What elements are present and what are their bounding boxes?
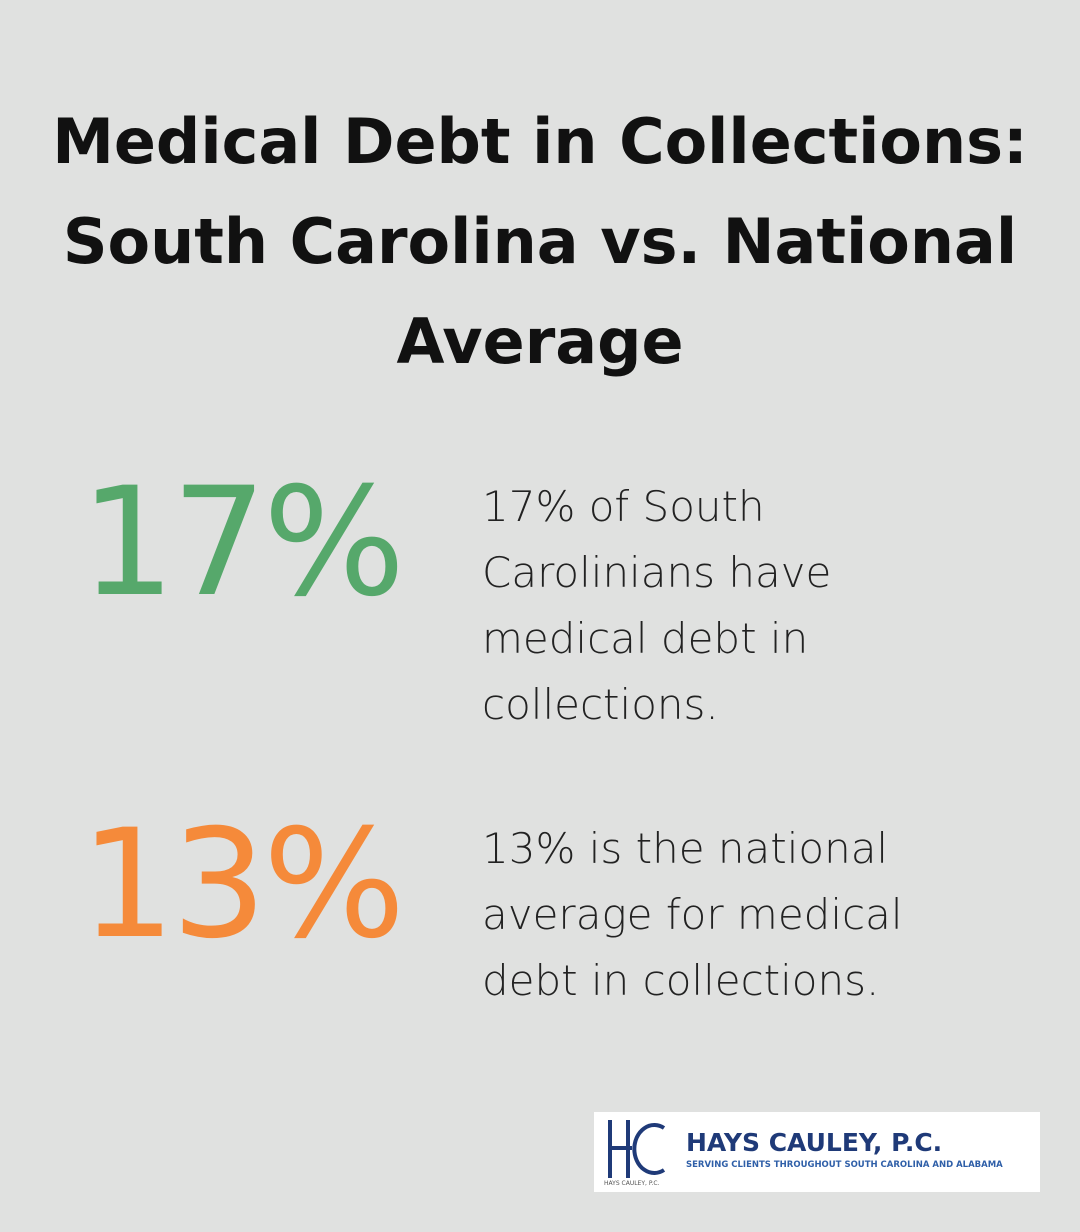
logo-name: HAYS CAULEY, P.C. bbox=[686, 1128, 943, 1157]
stat-description: 17% of South Carolinians have medical de… bbox=[482, 482, 832, 729]
logo-tagline: SERVING CLIENTS THROUGHOUT SOUTH CAROLIN… bbox=[686, 1160, 1003, 1170]
title: Medical Debt in Collections: South Carol… bbox=[52, 105, 1028, 378]
logo-small-name: HAYS CAULEY, P.C. bbox=[604, 1180, 660, 1187]
stat-value: 17% bbox=[80, 456, 405, 630]
logo: HAYS CAULEY, P.C. SERVING CLIENTS THROUG… bbox=[594, 1112, 1040, 1192]
logo-monogram bbox=[608, 1120, 666, 1178]
stat-value: 13% bbox=[80, 798, 405, 972]
stat-description: 13% is the national average for medical … bbox=[482, 824, 903, 1005]
